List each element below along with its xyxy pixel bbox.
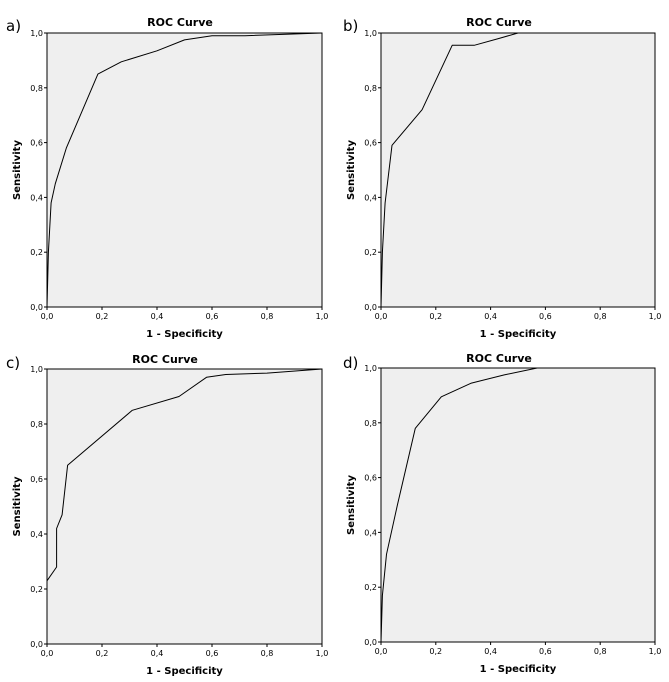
y-tick-label: 0,4 [364,528,377,537]
x-tick-label: 0,6 [539,312,552,321]
x-tick-label: 0,0 [41,649,54,658]
x-tick-label: 1,0 [649,312,662,321]
y-axis-label: Sensitivity [346,475,357,535]
y-tick-label: 0,0 [30,303,43,312]
y-tick-label: 0,8 [364,84,377,93]
y-tick-label: 0,0 [364,303,377,312]
x-tick-label: 0,0 [375,647,388,656]
plot-area [380,32,656,308]
plot-area [46,368,323,645]
x-tick-label: 0,4 [484,647,497,656]
x-tick-label: 0,6 [206,649,219,658]
y-tick-label: 0,0 [30,640,43,649]
y-tick-label: 0,8 [30,84,43,93]
x-tick-label: 0,2 [96,312,109,321]
y-tick-label: 0,8 [364,419,377,428]
y-tick-label: 0,6 [364,474,377,483]
x-tick-label: 0,8 [594,647,607,656]
x-tick-label: 1,0 [316,649,329,658]
y-tick-label: 0,6 [30,139,43,148]
y-tick-label: 0,2 [30,248,43,257]
x-tick-label: 0,4 [484,312,497,321]
plot-area [380,367,656,643]
roc-curve-line [380,32,655,308]
panel-label: c) [6,354,20,372]
x-tick-label: 0,6 [206,312,219,321]
x-axis-label: 1 - Specificity [146,666,223,677]
y-tick-label: 0,2 [364,248,377,257]
y-tick-label: 0,6 [364,139,377,148]
x-axis-label: 1 - Specificity [146,329,223,340]
y-tick-label: 0,6 [30,475,43,484]
x-tick-label: 0,8 [261,312,274,321]
y-tick-label: 0,4 [30,530,43,539]
panel-label: a) [6,17,21,35]
y-tick-label: 0,4 [30,193,43,202]
panel-label: d) [343,354,358,372]
x-tick-label: 0,4 [151,649,164,658]
roc-curve-line [46,368,323,582]
panel-label: b) [343,17,358,35]
y-tick-label: 1,0 [364,29,377,38]
x-tick-label: 0,8 [594,312,607,321]
chart-title: ROC Curve [147,16,213,29]
y-tick-label: 1,0 [364,364,377,373]
x-tick-label: 1,0 [316,312,329,321]
chart-title: ROC Curve [466,16,532,29]
chart-title: ROC Curve [132,353,198,366]
y-tick-label: 1,0 [30,365,43,374]
plot-area [46,32,323,308]
x-tick-label: 0,2 [429,647,442,656]
roc-curve-line [46,32,323,308]
y-tick-label: 0,8 [30,420,43,429]
y-axis-label: Sensitivity [346,140,357,200]
chart-title: ROC Curve [466,352,532,365]
y-tick-label: 1,0 [30,29,43,38]
x-tick-label: 0,2 [96,649,109,658]
x-tick-label: 0,0 [41,312,54,321]
y-tick-label: 0,2 [30,585,43,594]
x-tick-label: 1,0 [649,647,662,656]
x-tick-label: 0,0 [375,312,388,321]
y-tick-label: 0,4 [364,193,377,202]
roc-curve-line [380,367,655,643]
x-tick-label: 0,8 [261,649,274,658]
x-axis-label: 1 - Specificity [480,329,557,340]
y-tick-label: 0,2 [364,583,377,592]
y-tick-label: 0,0 [364,638,377,647]
x-tick-label: 0,2 [429,312,442,321]
x-axis-label: 1 - Specificity [480,664,557,675]
y-axis-label: Sensitivity [12,140,23,200]
x-tick-label: 0,6 [539,647,552,656]
x-tick-label: 0,4 [151,312,164,321]
y-axis-label: Sensitivity [12,476,23,536]
